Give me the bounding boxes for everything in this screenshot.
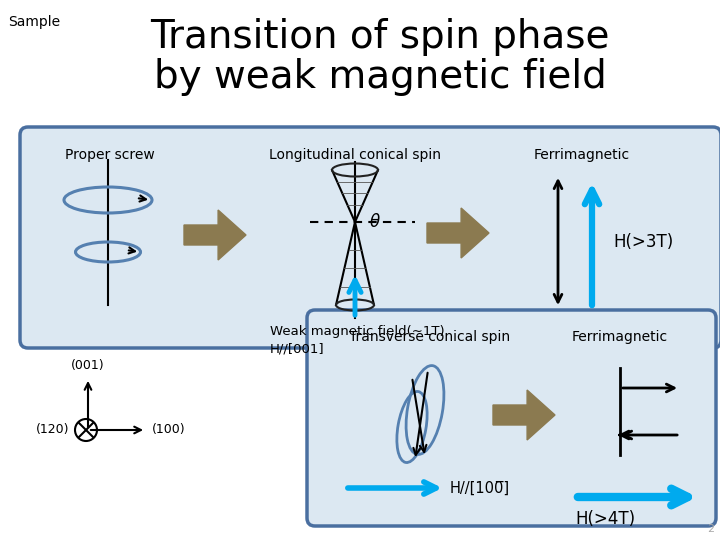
Polygon shape	[493, 390, 555, 440]
Polygon shape	[427, 208, 489, 258]
Text: Ferrimagnetic: Ferrimagnetic	[534, 148, 630, 162]
FancyBboxPatch shape	[307, 310, 716, 526]
Text: Transition of spin phase
by weak magnetic field: Transition of spin phase by weak magneti…	[150, 18, 610, 96]
Text: $\theta$: $\theta$	[369, 213, 381, 231]
Text: Longitudinal conical spin: Longitudinal conical spin	[269, 148, 441, 162]
Text: (100): (100)	[152, 423, 186, 436]
Text: H(>4T): H(>4T)	[575, 510, 635, 528]
Polygon shape	[184, 210, 246, 260]
Text: Sample: Sample	[8, 15, 60, 29]
Text: (120): (120)	[35, 423, 69, 436]
Text: Ferrimagnetic: Ferrimagnetic	[572, 330, 668, 344]
Text: Proper screw: Proper screw	[65, 148, 155, 162]
Text: H//[100̅]: H//[100̅]	[450, 481, 510, 496]
FancyBboxPatch shape	[20, 127, 720, 348]
Text: H(>3T): H(>3T)	[613, 233, 673, 251]
Text: (001): (001)	[71, 359, 105, 372]
Text: Transverse conical spin: Transverse conical spin	[349, 330, 510, 344]
Text: 2: 2	[707, 524, 714, 534]
Text: Weak magnetic field(∼1T)
H//[001]: Weak magnetic field(∼1T) H//[001]	[270, 325, 445, 355]
